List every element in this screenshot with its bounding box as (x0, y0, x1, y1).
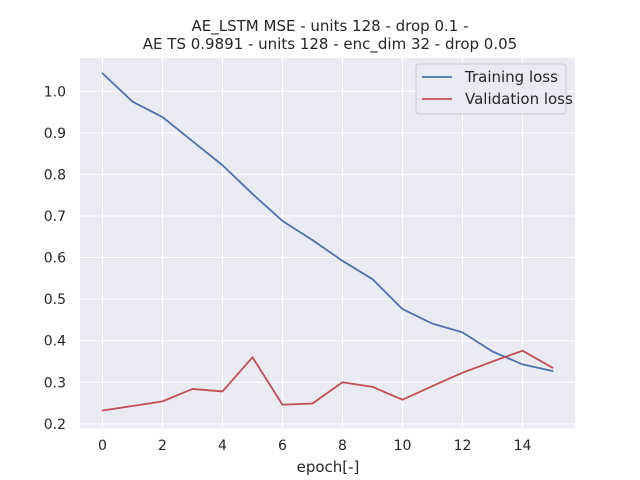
x-tick-label: 6 (278, 438, 287, 454)
y-tick-label: 0.6 (44, 251, 66, 267)
y-tick-label: 0.3 (44, 375, 66, 391)
series-layer (101, 72, 554, 412)
legend-label-training: Training loss (464, 68, 558, 86)
tick-layer: 0 2 4 6 8 10 12 14 0.2 0.3 0.4 0.5 0.6 0.7 0.8 0.9 1.0 (44, 84, 532, 454)
x-tick-label: 4 (218, 438, 227, 454)
chart-title-line-1: AE_LSTM MSE - units 128 - drop 0.1 - (191, 17, 469, 35)
x-tick-label: 14 (514, 438, 532, 454)
y-tick-label: 0.9 (44, 126, 66, 142)
x-tick-label: 8 (338, 438, 347, 454)
legend-box (415, 63, 567, 115)
x-tick-label: 2 (158, 438, 167, 454)
x-tick-label: 12 (454, 438, 472, 454)
y-tick-label: 0.2 (44, 417, 66, 433)
legend: Training loss Validation loss (415, 63, 573, 115)
chart-title-line-2: AE TS 0.9891 - units 128 - enc_dim 32 - … (142, 35, 518, 53)
y-tick-label: 1.0 (44, 84, 66, 100)
y-tick-label: 0.4 (44, 334, 66, 350)
validation-loss-line (101, 349, 554, 412)
grid-layer (80, 58, 575, 428)
training-loss-line (101, 72, 554, 372)
y-tick-label: 0.7 (44, 209, 66, 225)
x-axis-label: epoch[-] (297, 458, 360, 476)
y-tick-label: 0.5 (44, 292, 66, 308)
y-tick-label: 0.8 (44, 167, 66, 183)
legend-label-validation: Validation loss (465, 90, 573, 108)
x-tick-label: 10 (394, 438, 412, 454)
x-tick-label: 0 (98, 438, 107, 454)
